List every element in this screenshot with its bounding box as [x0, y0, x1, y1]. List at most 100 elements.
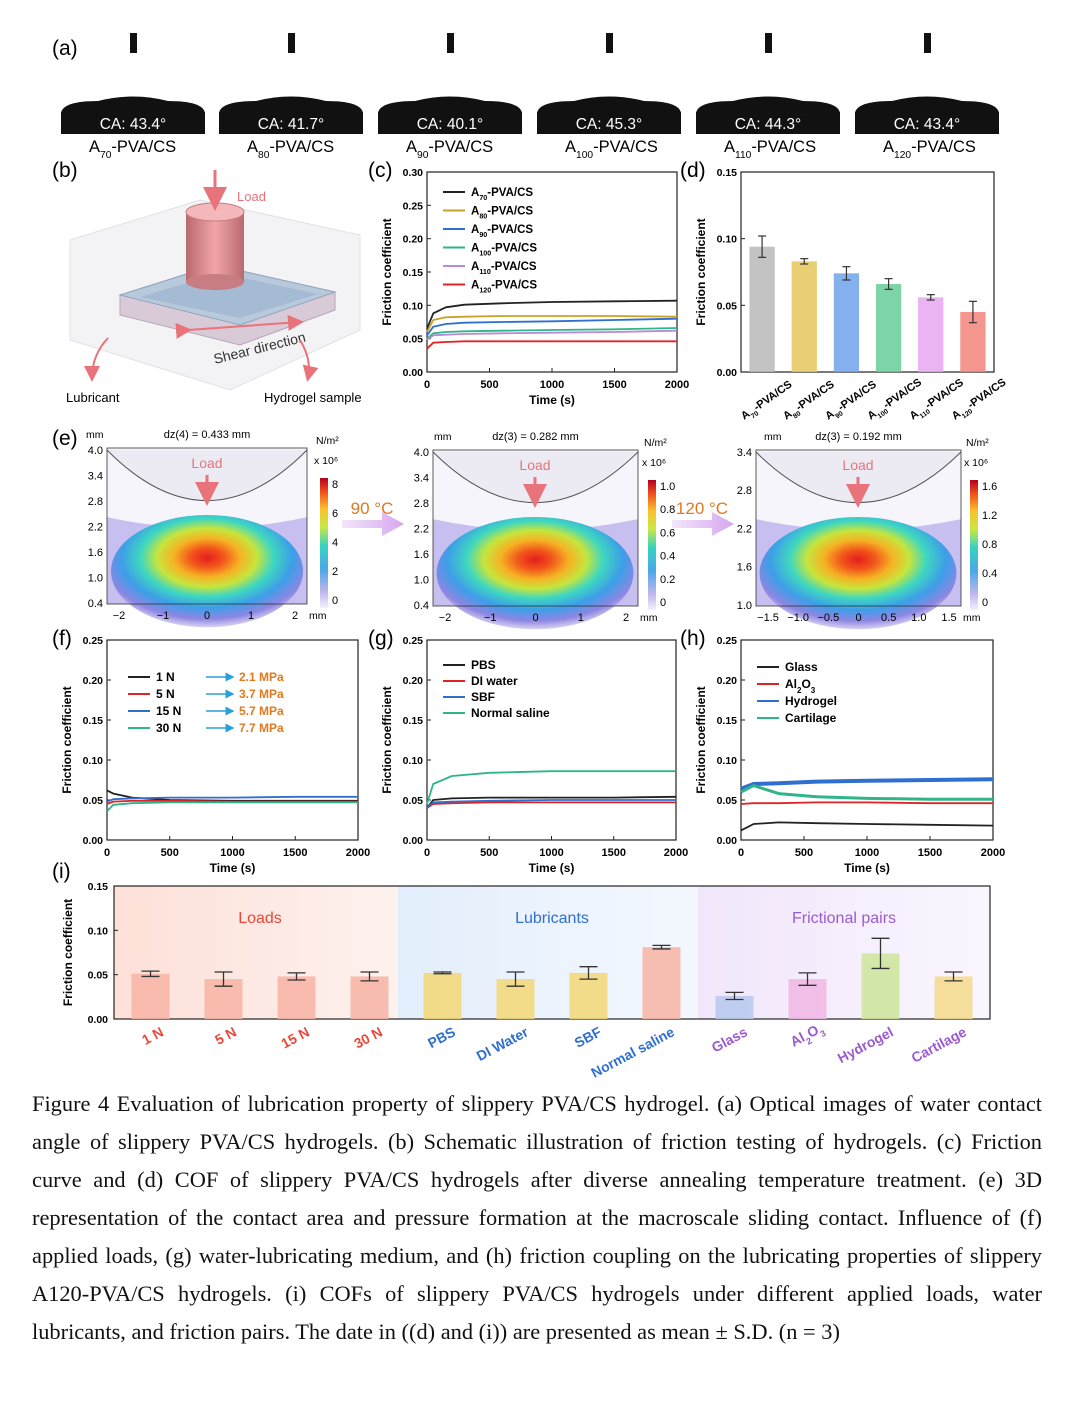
contact-angle-value: CA: 43.4° — [100, 116, 167, 133]
panel-label-g: (g) — [368, 627, 394, 650]
fea-y-tick: 4.0 — [414, 447, 429, 459]
legend-pressure: 2.1 MPa — [239, 670, 284, 684]
plot-frame — [426, 639, 677, 841]
lubricant-label: Lubricant — [66, 390, 120, 405]
y-tick-label: 0.15 — [88, 881, 109, 893]
y-tick-label: 0.20 — [403, 675, 424, 687]
colorbar — [970, 480, 978, 610]
fea-panel: Load dz(3) = 0.282 mm mm 4.0 3.4 2.8 2.2 1.6 1.0… — [414, 431, 675, 630]
x-tick-label: 500 — [161, 847, 179, 859]
y-tick-label: 0.05 — [83, 795, 104, 807]
contact-angle-value: CA: 43.4° — [894, 116, 961, 133]
sample-label: A110-PVA/CS — [724, 138, 816, 161]
x-tick-label: 1500 — [602, 379, 626, 391]
fea-x-tick: −1.0 — [787, 612, 809, 624]
series-line — [740, 784, 993, 801]
x-tick-label: 1000 — [539, 847, 563, 859]
fea-x-tick: −2 — [439, 612, 452, 624]
y-tick-label: 0.15 — [403, 715, 424, 727]
x-tick-label: 500 — [480, 379, 498, 391]
x-tick-label: 1500 — [918, 847, 942, 859]
bar — [569, 972, 608, 1019]
y-tick-label: 0.25 — [83, 635, 104, 647]
pressure-hotspot — [759, 516, 957, 630]
fea-load-label: Load — [842, 457, 873, 473]
bar — [350, 976, 389, 1019]
y-tick-label: 0.00 — [717, 835, 738, 847]
fea-panel: Load dz(4) = 0.433 mm mm 4.0 3.4 2.8 2.2 1.6 1.0… — [86, 429, 339, 628]
dispensing-needle — [447, 33, 454, 53]
y-tick-label: 0.10 — [83, 755, 104, 767]
y-tick-label: 0.10 — [717, 234, 738, 246]
fea-dz-label: dz(3) = 0.192 mm — [815, 431, 902, 443]
bar — [833, 273, 860, 372]
fea-load-label: Load — [191, 455, 222, 471]
droplet-silhouette — [61, 96, 205, 113]
fea-frame — [755, 449, 962, 607]
y-tick-label: 0.05 — [88, 970, 109, 982]
panel-label-i: (i) — [52, 860, 71, 883]
fea-unit-top: mm — [764, 431, 782, 443]
bar — [423, 972, 462, 1019]
x-tick-label: 1500 — [283, 847, 307, 859]
fea-y-tick: 1.0 — [737, 600, 752, 612]
series-line — [106, 789, 358, 802]
sample-label: A70-PVA/CS — [89, 138, 176, 161]
fea-x-tick: 0.5 — [881, 612, 896, 624]
x-category-label: Hydrogel — [835, 1024, 896, 1067]
chart-h-friction-pairs: 0.00 0.05 0.10 0.15 0.20 0.25 0 500 1000 1500 2000… — [694, 635, 1005, 875]
figure-4: (a) CA: 43.4° A70-PVA/CS CA: 41.7° A80-PVA/… — [52, 33, 1008, 1080]
plot-frame — [106, 639, 359, 841]
series-line — [106, 795, 358, 803]
contact-angle-value: CA: 44.3° — [735, 116, 802, 133]
x-tick-label: 500 — [480, 847, 498, 859]
fea-x-tick: −1 — [484, 612, 497, 624]
y-tick-label: 0.20 — [403, 234, 424, 246]
contact-angle-box — [696, 112, 840, 134]
plot-frame — [113, 885, 991, 1020]
legend-pressure: 3.7 MPa — [239, 687, 284, 701]
chart-f-applied-loads: 0.00 0.05 0.10 0.15 0.20 0.25 0 500 1000 1500 2000… — [60, 635, 370, 875]
fea-x-tick: 0 — [532, 612, 538, 624]
series-line — [740, 777, 994, 791]
series-line — [740, 821, 994, 832]
fea-y-tick: 1.6 — [737, 562, 752, 574]
legend-label: PBS — [471, 658, 496, 672]
contact-angle-box — [219, 112, 363, 134]
chart-g-lubricating-medium: 0.00 0.05 0.10 0.15 0.20 0.25 0 500 1000 1500 2000… — [380, 635, 688, 875]
temperature-arrow — [672, 512, 734, 536]
droplet-silhouette — [537, 96, 681, 113]
y-tick-label: 0.30 — [403, 167, 424, 179]
x-axis-label: Time (s) — [844, 861, 890, 875]
fea-y-tick: 3.4 — [88, 470, 103, 482]
group-label: Lubricants — [515, 910, 589, 927]
y-tick-label: 0.05 — [717, 300, 738, 312]
panel-label-d: (d) — [680, 159, 706, 182]
friction-test-schematic: Load Shear direction Lubricant Hydrogel … — [66, 170, 362, 405]
contact-angle-box — [537, 112, 681, 134]
y-tick-label: 0.25 — [403, 200, 424, 212]
legend-label: Normal saline — [471, 706, 550, 720]
x-category-label: DI Water — [474, 1023, 532, 1064]
y-axis-label: Friction coefficient — [380, 218, 394, 325]
x-tick-label: 1500 — [602, 847, 626, 859]
y-tick-label: 0.10 — [717, 755, 738, 767]
legend-label: DI water — [471, 674, 518, 688]
fea-y-tick: 1.0 — [414, 574, 429, 586]
fea-y-tick: 0.4 — [414, 600, 429, 612]
temperature-arrow — [342, 512, 404, 536]
figure-caption: Figure 4 Evaluation of lubrication prope… — [32, 1091, 1042, 1344]
y-axis-label: Friction coefficient — [694, 686, 708, 793]
bar — [277, 976, 316, 1019]
y-tick-label: 0.05 — [403, 334, 424, 346]
x-category-label: 1 N — [139, 1024, 166, 1048]
series-line — [106, 801, 358, 812]
fea-x-tick: −0.5 — [817, 612, 839, 624]
series-line — [426, 795, 677, 809]
fea-y-tick: 1.6 — [88, 547, 103, 559]
x-category-label: Glass — [709, 1023, 750, 1055]
y-tick-label: 0.25 — [403, 635, 424, 647]
legend-label: 5 N — [156, 687, 175, 701]
fea-x-tick: 1 — [248, 610, 254, 622]
